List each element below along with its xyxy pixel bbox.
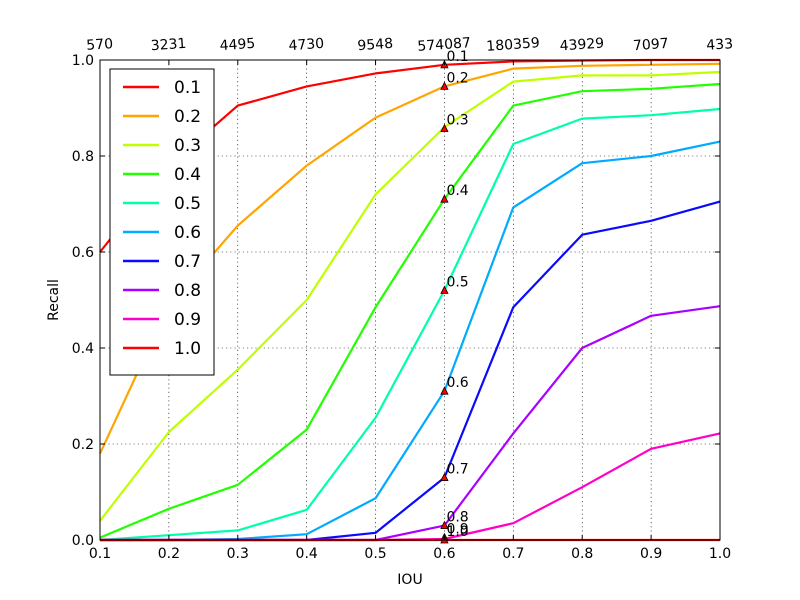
x-tick-label: 0.7: [502, 546, 524, 562]
legend-label: 0.3: [174, 136, 201, 156]
legend-label: 0.8: [174, 281, 201, 301]
legend: 0.1 0.2 0.3 0.4 0.5 0.6 0.7 0.8 0.9 1.0: [109, 68, 215, 376]
top-axis-count-label: 4495: [219, 36, 256, 54]
y-tick-label: 1.0: [72, 53, 94, 69]
series-line-0-4: [99, 82, 721, 539]
y-tick-label: 0.0: [72, 533, 94, 549]
axis-ticks: 0.1 570 0.2 3231 0.3 4495 0.4 4730 0.5 9548 0.6 574…: [72, 35, 734, 562]
top-axis-count-label: 9548: [357, 36, 394, 54]
threshold-marker-label: 0.9: [446, 522, 468, 538]
threshold-marker-label: 0.6: [446, 375, 468, 391]
top-axis-count-label: 180359: [486, 35, 540, 55]
threshold-marker: [440, 520, 449, 529]
x-tick-label: 0.2: [158, 546, 180, 562]
y-axis-title: Recall: [46, 279, 62, 321]
x-tick-label: 0.4: [296, 546, 318, 562]
y-tick-label: 0.4: [72, 341, 94, 357]
top-axis-count-label: 570: [86, 36, 114, 54]
threshold-marker-label: 0.2: [446, 70, 468, 86]
top-axis-count-label: 3231: [150, 36, 187, 54]
x-axis-title: IOU: [397, 572, 422, 588]
threshold-marker: [440, 472, 449, 482]
legend-label: 0.4: [174, 165, 201, 185]
x-tick-label: 0.5: [364, 546, 386, 562]
threshold-marker-label: 1.0: [446, 524, 468, 540]
top-axis-count-label: 433: [706, 36, 734, 54]
legend-label: 0.9: [174, 310, 201, 330]
series-line-0-5: [99, 107, 721, 542]
top-axis-count-label: 43929: [559, 35, 605, 54]
y-tick-label: 0.2: [72, 437, 94, 453]
threshold-marker-label: 0.5: [446, 274, 468, 290]
threshold-marker: [440, 386, 449, 395]
y-tick-label: 0.8: [72, 149, 94, 165]
threshold-marker-label: 0.8: [446, 510, 468, 526]
threshold-marker: [440, 123, 449, 133]
threshold-marker-label: 0.3: [446, 113, 468, 129]
series-line-0-3: [99, 70, 721, 522]
x-tick-label: 0.9: [640, 546, 662, 562]
x-tick-label: 0.8: [571, 546, 593, 562]
x-tick-label: 0.6: [433, 546, 455, 562]
threshold-marker-label: 0.4: [446, 183, 468, 199]
legend-label: 0.7: [174, 252, 201, 272]
top-axis-count-label: 7097: [632, 36, 669, 54]
legend-label: 0.1: [174, 78, 201, 98]
threshold-markers: 0.1 0.2 0.3 0.4 0.5 0.6 0.7 0.80.91.0: [440, 49, 469, 544]
threshold-marker-label: 0.1: [446, 49, 468, 65]
threshold-marker: [440, 285, 449, 294]
x-tick-label: 0.1: [89, 546, 111, 562]
legend-box: [109, 68, 215, 376]
threshold-marker: [440, 194, 449, 203]
legend-label: 0.6: [174, 223, 201, 243]
legend-label: 1.0: [174, 339, 201, 359]
threshold-marker-label: 0.7: [446, 462, 468, 478]
threshold-marker: [440, 81, 449, 90]
x-tick-label: 0.3: [227, 546, 249, 562]
top-axis-count-label: 574087: [417, 35, 471, 55]
legend-label: 0.5: [174, 194, 201, 214]
legend-label: 0.2: [174, 107, 201, 127]
top-axis-count-label: 4730: [288, 36, 325, 54]
y-tick-label: 0.6: [72, 245, 94, 261]
plot-frame: [99, 59, 721, 541]
x-tick-label: 1.0: [709, 546, 731, 562]
